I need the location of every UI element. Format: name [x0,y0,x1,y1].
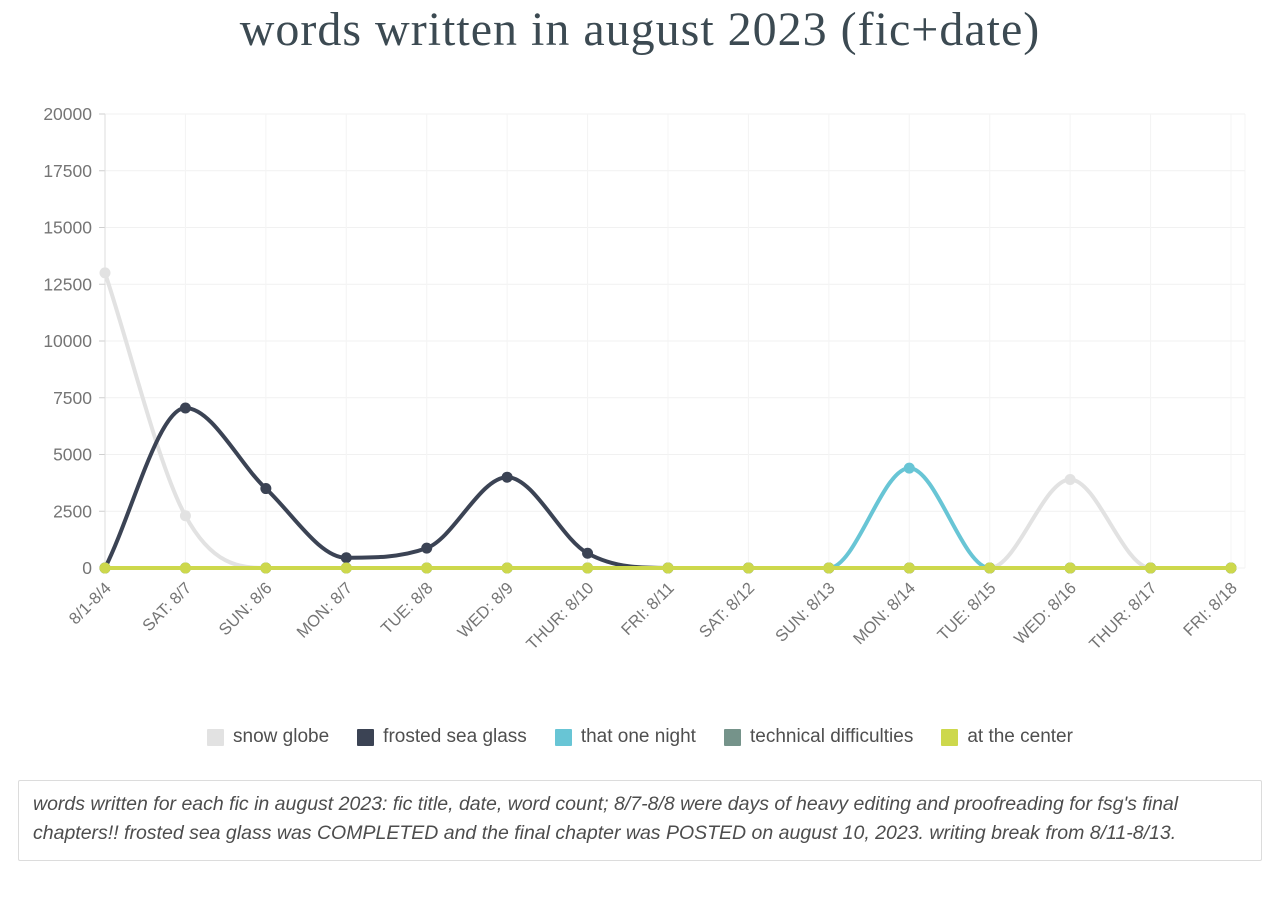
y-tick-label: 2500 [53,501,92,521]
x-tick-label: SAT: 8/7 [139,579,195,635]
data-point [582,547,594,559]
legend-label: technical difficulties [749,726,914,747]
y-tick-label: 20000 [43,104,92,124]
legend-swatch-icon [723,728,741,746]
x-tick-label: FRI: 8/18 [1180,579,1241,640]
data-point [260,483,272,495]
data-point [1064,473,1076,485]
y-tick-label: 12500 [43,274,92,294]
page-title: words written in august 2023 (fic+date) [239,3,1041,56]
data-point [340,552,352,564]
data-point [1145,562,1157,574]
chart-legend: snow globe frosted sea glass that one nigh… [0,726,1280,748]
data-point [501,471,513,483]
caption-text: words written for each fic in august 202… [33,793,1179,845]
y-tick-label: 7500 [53,388,92,408]
x-tick-label: WED: 8/16 [1011,579,1080,648]
y-tick-label: 17500 [43,161,92,181]
x-tick-label: THUR: 8/10 [523,579,597,653]
legend-item-at-the-center: at the center [941,726,1073,748]
x-tick-label: SAT: 8/12 [696,579,758,641]
data-point [179,562,191,574]
data-point [662,562,674,574]
x-tick-label: THUR: 8/17 [1086,579,1160,653]
data-point [99,562,111,574]
legend-swatch-icon [554,728,572,746]
data-point [903,562,915,574]
data-point [1225,562,1237,574]
legend-swatch-icon [941,728,959,746]
x-tick-label: SUN: 8/6 [216,579,276,639]
data-point [421,542,433,554]
legend-item-frosted-sea-glass: frosted sea glass [357,726,527,748]
chart-canvas: 0 2500 5000 7500 10000 12500 15000 17500 20000 8/… [43,104,1246,653]
data-point [179,402,191,414]
data-point [501,562,513,574]
caption-box: words written for each fic in august 202… [18,780,1262,861]
x-tick-label: 8/1-8/4 [66,579,115,628]
legend-label: frosted sea glass [383,726,527,747]
data-point [340,562,352,574]
legend-item-snow-globe: snow globe [207,726,329,748]
data-point [1064,562,1076,574]
y-tick-label: 15000 [43,218,92,238]
data-point [260,562,272,574]
legend-swatch-icon [357,728,375,746]
data-point [179,510,191,522]
x-tick-label: MON: 8/7 [293,579,356,642]
legend-swatch-icon [207,728,225,746]
y-tick-label: 5000 [53,445,92,465]
legend-label: at the center [967,726,1073,747]
y-tick-label: 0 [82,558,92,578]
legend-label: snow globe [233,726,330,747]
legend-item-that-one-night: that one night [554,726,696,748]
data-point [582,562,594,574]
y-tick-label: 10000 [43,331,92,351]
x-tick-label: WED: 8/9 [454,579,517,642]
data-point [903,462,915,474]
chart-area: 0 2500 5000 7500 10000 12500 15000 17500 20000 8/… [0,95,1280,707]
legend-item-technical-difficulties: technical difficulties [723,726,914,748]
x-tick-label: FRI: 8/11 [618,579,678,639]
x-tick-label: SUN: 8/13 [772,579,839,646]
x-tick-label: TUE: 8/15 [934,579,999,644]
data-point [421,562,433,574]
data-point [984,562,996,574]
x-tick-label: TUE: 8/8 [378,579,437,638]
data-point [823,562,835,574]
data-point [99,267,111,279]
legend-label: that one night [580,726,696,747]
data-point [742,562,754,574]
x-tick-label: MON: 8/14 [850,579,919,648]
